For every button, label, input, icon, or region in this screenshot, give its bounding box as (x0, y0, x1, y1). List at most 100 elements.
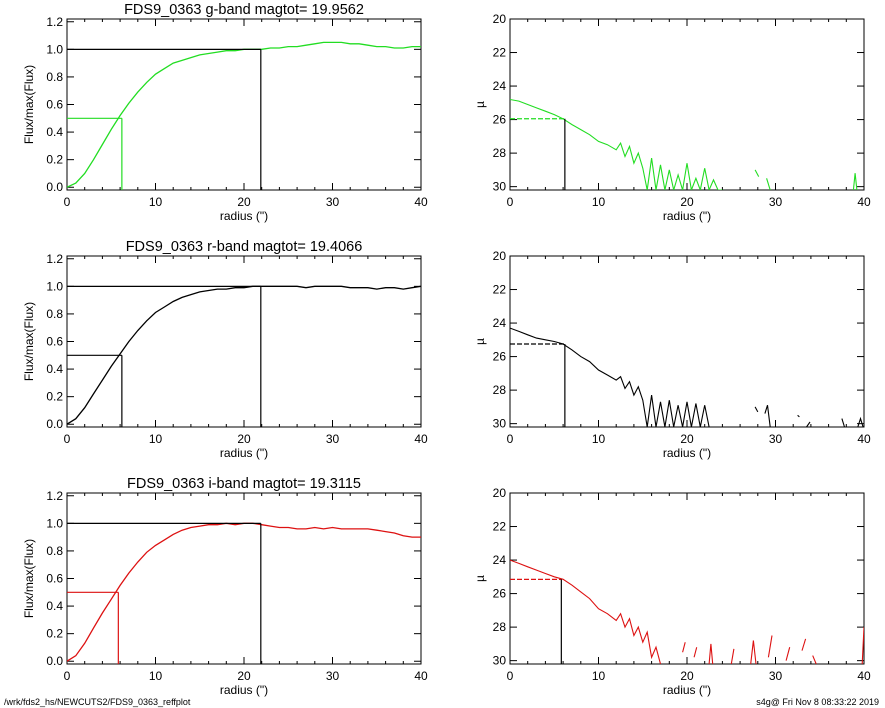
surface-brightness-segment (812, 655, 817, 664)
x-tick-label: 20 (680, 432, 694, 446)
surface-brightness-segment (785, 647, 791, 661)
footer-path: /wrk/fds2_hs/NEWCUTS2/FDS9_0363_reffplot (4, 697, 191, 707)
y-tick-label: 0.4 (46, 599, 63, 613)
x-tick-label: 20 (237, 432, 251, 446)
surface-brightness-segment (510, 559, 662, 664)
y-tick-label: 0.6 (46, 98, 63, 112)
plot-frame (66, 255, 422, 428)
y-axis-label: µ (473, 575, 487, 582)
y-tick-label: 0.2 (46, 153, 63, 167)
x-tick-label: 0 (507, 669, 514, 683)
y-tick-label: 24 (493, 79, 507, 93)
x-axis-label: radius (") (220, 446, 268, 460)
y-tick-label: 30 (493, 417, 507, 431)
footer-stamp: s4g@ Fri Nov 8 08:33:22 2019 (756, 697, 879, 707)
x-tick-label: 30 (326, 195, 340, 209)
y-tick-label: 0.0 (46, 417, 63, 431)
x-axis-label: radius (") (663, 446, 711, 460)
chart-title: FDS9_0363 g-band magtot= 19.9562 (124, 2, 364, 18)
x-tick-label: 40 (414, 669, 428, 683)
x-tick-label: 40 (414, 195, 428, 209)
y-tick-label: 22 (493, 46, 507, 60)
y-tick-label: 28 (493, 383, 507, 397)
y-tick-label: 1.0 (46, 279, 63, 293)
y-tick-label: 24 (493, 316, 507, 330)
x-tick-label: 10 (592, 669, 606, 683)
surface-brightness-segment (693, 647, 698, 658)
surface-brightness-segment (841, 418, 846, 427)
chart-title: FDS9_0363 r-band magtot= 19.4066 (126, 239, 363, 255)
surface-brightness-segment (852, 173, 858, 190)
x-tick-label: 10 (149, 195, 163, 209)
x-axis-label: radius (") (220, 209, 268, 223)
y-tick-label: 0.0 (46, 180, 63, 194)
y-tick-label: 0.8 (46, 307, 63, 321)
surface-brightness-segment (510, 327, 710, 427)
y-tick-label: 26 (493, 350, 507, 364)
chart-title: FDS9_0363 i-band magtot= 19.3115 (127, 476, 361, 492)
y-tick-label: 0.2 (46, 390, 63, 404)
x-tick-label: 0 (507, 195, 514, 209)
x-tick-label: 40 (857, 669, 871, 683)
x-tick-label: 20 (680, 195, 694, 209)
x-tick-label: 30 (769, 669, 783, 683)
x-tick-label: 10 (149, 669, 163, 683)
y-tick-label: 0.4 (46, 125, 63, 139)
x-tick-label: 30 (326, 669, 340, 683)
y-tick-label: 20 (493, 486, 507, 500)
surface-brightness-segment (682, 642, 686, 653)
y-tick-label: 0.2 (46, 627, 63, 641)
y-tick-label: 28 (493, 146, 507, 160)
y-tick-label: 1.2 (46, 489, 63, 503)
y-tick-label: 26 (493, 587, 507, 601)
surface-brightness-segment (730, 648, 735, 664)
y-axis-label: Flux/max(Flux) (22, 539, 36, 618)
y-axis-label: Flux/max(Flux) (22, 65, 36, 144)
y-tick-label: 22 (493, 283, 507, 297)
x-tick-label: 0 (507, 432, 514, 446)
y-tick-label: 0.6 (46, 335, 63, 349)
x-tick-label: 20 (237, 669, 251, 683)
surface-brightness-segment (708, 643, 714, 664)
y-tick-label: 1.2 (46, 15, 63, 29)
growth-curve-line (67, 285, 421, 425)
surface-brightness-segment (750, 640, 757, 664)
x-tick-label: 20 (237, 195, 251, 209)
y-tick-label: 22 (493, 520, 507, 534)
x-tick-label: 40 (857, 432, 871, 446)
growth-curve-line (67, 522, 421, 662)
y-axis-label: Flux/max(Flux) (22, 302, 36, 381)
y-tick-label: 0.6 (46, 572, 63, 586)
y-tick-label: 20 (493, 249, 507, 263)
y-tick-label: 0.8 (46, 70, 63, 84)
x-tick-label: 10 (149, 432, 163, 446)
x-tick-label: 40 (414, 432, 428, 446)
y-tick-label: 26 (493, 113, 507, 127)
x-tick-label: 0 (64, 669, 71, 683)
panel-i-profile: 0 10 20 30 40 20 22 24 26 28 30 radius (") µ (473, 486, 871, 697)
x-tick-label: 0 (64, 195, 71, 209)
y-tick-label: 28 (493, 620, 507, 634)
x-tick-label: 20 (680, 669, 694, 683)
y-tick-label: 0.4 (46, 362, 63, 376)
surface-brightness-segment (861, 627, 864, 664)
y-tick-label: 1.0 (46, 516, 63, 530)
panel-g-growth: 0 10 20 30 40 0.0 0.2 0.4 0.6 0.8 1.0 1.2 radius (")… (22, 2, 428, 223)
panel-i-growth: 0 10 20 30 40 0.0 0.2 0.4 0.6 0.8 1.0 1.2 radius (")… (22, 476, 428, 697)
plot-frame (509, 492, 865, 665)
x-tick-label: 40 (857, 195, 871, 209)
surface-brightness-segment (766, 178, 771, 190)
y-tick-label: 20 (493, 12, 507, 26)
plot-frame (66, 492, 422, 665)
x-tick-label: 30 (769, 432, 783, 446)
x-axis-label: radius (") (663, 683, 711, 697)
y-tick-label: 1.0 (46, 42, 63, 56)
y-tick-label: 0.0 (46, 654, 63, 668)
panel-r-profile: 0 10 20 30 40 20 22 24 26 28 30 radius (") µ (473, 249, 871, 460)
surface-brightness-segment (754, 406, 759, 413)
y-tick-label: 0.8 (46, 544, 63, 558)
y-axis-label: µ (473, 101, 487, 108)
y-tick-label: 30 (493, 654, 507, 668)
surface-brightness-segment (754, 169, 760, 177)
